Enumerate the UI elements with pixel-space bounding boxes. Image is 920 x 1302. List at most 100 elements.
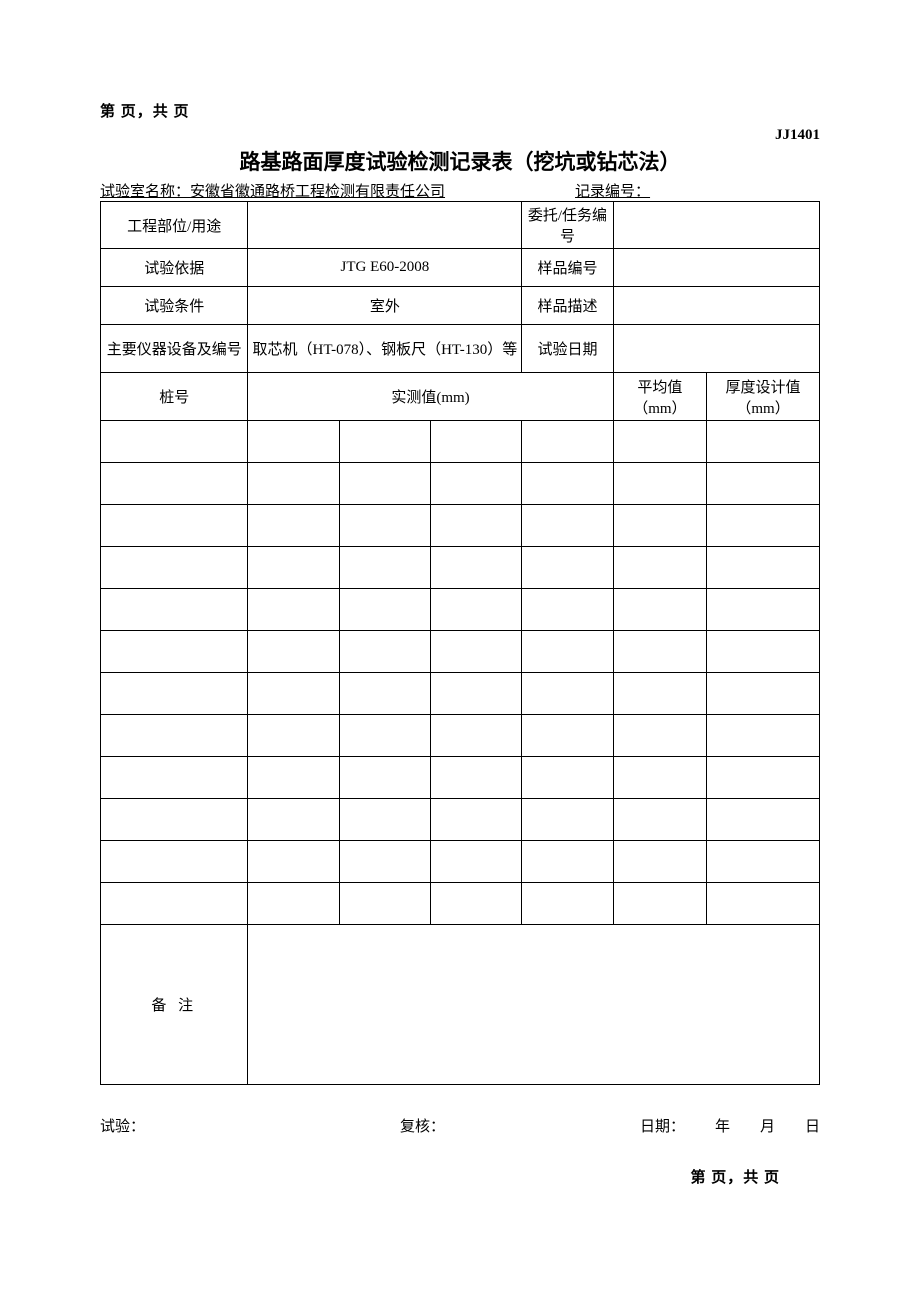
cell <box>101 547 248 589</box>
table-row <box>101 589 820 631</box>
header-row-4: 主要仪器设备及编号 取芯机（HT-078）、钢板尺（HT-130）等 试验日期 <box>101 325 820 373</box>
col-pile-no: 桩号 <box>101 373 248 421</box>
cell <box>613 463 706 505</box>
cell <box>248 421 339 463</box>
date-group: 日期： 年 月 日 <box>570 1115 820 1136</box>
cell <box>522 463 613 505</box>
lab-name-label: 试验室名称： <box>100 184 190 200</box>
document-title: 路基路面厚度试验检测记录表（挖坑或钻芯法） <box>100 146 820 176</box>
page-footer-bottom: 第 页，共 页 <box>100 1166 820 1187</box>
table-row <box>101 463 820 505</box>
cell <box>431 589 522 631</box>
cell <box>101 589 248 631</box>
cell <box>248 673 339 715</box>
cell <box>339 547 430 589</box>
cell <box>522 799 613 841</box>
date-label: 日期： <box>640 1115 685 1136</box>
cell <box>101 757 248 799</box>
month-label: 月 <box>760 1115 775 1136</box>
table-row <box>101 421 820 463</box>
cell-condition-value: 室外 <box>248 287 522 325</box>
cell <box>101 631 248 673</box>
table-row <box>101 757 820 799</box>
table-row <box>101 799 820 841</box>
cell <box>431 631 522 673</box>
cell <box>522 757 613 799</box>
table-row <box>101 505 820 547</box>
table-row <box>101 883 820 925</box>
cell <box>431 421 522 463</box>
cell <box>101 421 248 463</box>
cell <box>339 715 430 757</box>
cell <box>707 631 820 673</box>
cell-sample-desc-value <box>613 287 819 325</box>
cell <box>339 841 430 883</box>
cell <box>522 883 613 925</box>
cell <box>339 505 430 547</box>
record-no-label: 记录编号： <box>575 180 650 201</box>
cell <box>613 757 706 799</box>
cell <box>339 421 430 463</box>
review-label: 复核： <box>400 1115 570 1136</box>
cell <box>431 547 522 589</box>
form-code: JJ1401 <box>100 127 820 144</box>
cell <box>522 715 613 757</box>
cell <box>431 715 522 757</box>
cell <box>707 547 820 589</box>
cell <box>431 505 522 547</box>
cell <box>431 799 522 841</box>
cell-sample-no-value <box>613 249 819 287</box>
cell <box>613 589 706 631</box>
cell <box>101 883 248 925</box>
cell <box>248 631 339 673</box>
cell <box>248 799 339 841</box>
cell <box>613 505 706 547</box>
col-design: 厚度设计值（mm） <box>707 373 820 421</box>
cell-test-date-label: 试验日期 <box>522 325 613 373</box>
cell <box>339 673 430 715</box>
cell <box>707 673 820 715</box>
cell <box>613 715 706 757</box>
cell-project-part-value <box>248 202 522 249</box>
cell <box>248 589 339 631</box>
remark-row: 备 注 <box>101 925 820 1085</box>
table-row <box>101 631 820 673</box>
remark-value <box>248 925 820 1085</box>
cell <box>613 673 706 715</box>
cell <box>522 841 613 883</box>
cell <box>431 883 522 925</box>
col-measured: 实测值(mm) <box>248 373 613 421</box>
cell-task-no-value <box>613 202 819 249</box>
table-row <box>101 547 820 589</box>
cell-equipment-value: 取芯机（HT-078）、钢板尺（HT-130）等 <box>248 325 522 373</box>
cell <box>101 505 248 547</box>
cell-basis-label: 试验依据 <box>101 249 248 287</box>
cell <box>522 505 613 547</box>
table-row <box>101 673 820 715</box>
cell <box>101 841 248 883</box>
cell <box>248 715 339 757</box>
cell <box>707 421 820 463</box>
page-header-top: 第 页，共 页 <box>100 100 820 121</box>
cell <box>101 463 248 505</box>
cell <box>707 715 820 757</box>
cell <box>707 505 820 547</box>
remark-label: 备 注 <box>101 925 248 1085</box>
cell <box>431 757 522 799</box>
cell <box>248 505 339 547</box>
cell-project-part-label: 工程部位/用途 <box>101 202 248 249</box>
col-average: 平均值（mm） <box>613 373 706 421</box>
cell <box>707 883 820 925</box>
cell <box>613 547 706 589</box>
cell <box>431 673 522 715</box>
cell <box>707 799 820 841</box>
cell <box>522 421 613 463</box>
test-label: 试验： <box>100 1115 400 1136</box>
cell <box>248 757 339 799</box>
header-row-3: 试验条件 室外 样品描述 <box>101 287 820 325</box>
cell-sample-no-label: 样品编号 <box>522 249 613 287</box>
cell <box>339 463 430 505</box>
cell <box>339 589 430 631</box>
cell <box>248 841 339 883</box>
header-row-2: 试验依据 JTG E60-2008 样品编号 <box>101 249 820 287</box>
